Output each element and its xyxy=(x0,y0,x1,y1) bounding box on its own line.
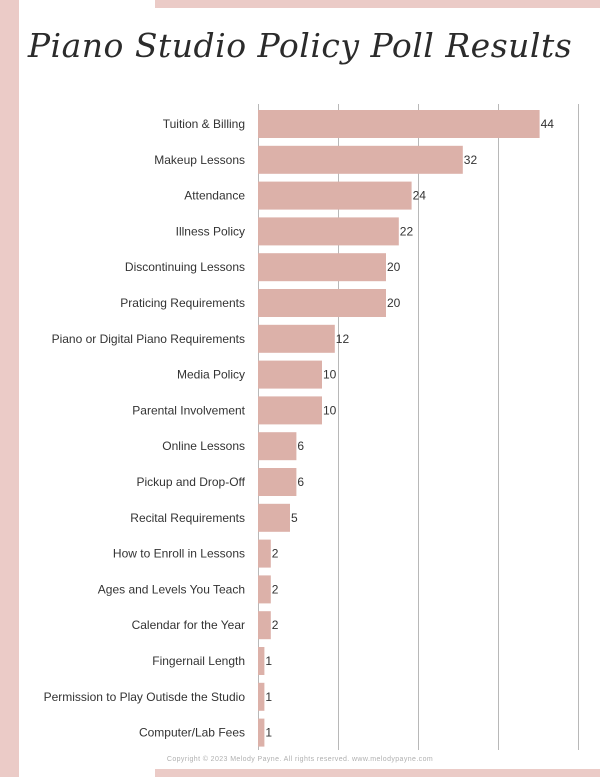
copyright-footer: Copyright © 2023 Melody Payne. All right… xyxy=(166,756,434,763)
bar-5 xyxy=(258,289,386,317)
category-label: How to Enroll in Lessons xyxy=(113,547,245,561)
category-label: Discontinuing Lessons xyxy=(125,260,245,274)
bar-14 xyxy=(258,611,271,640)
category-label: Makeup Lessons xyxy=(154,153,245,167)
bar-6 xyxy=(258,324,335,353)
bar-12 xyxy=(258,539,271,568)
value-label: 32 xyxy=(464,153,478,167)
bar-4 xyxy=(258,253,386,282)
category-label: Ages and Levels You Teach xyxy=(98,582,245,596)
value-label: 12 xyxy=(336,332,350,346)
category-label: Piano or Digital Piano Requirements xyxy=(52,332,245,346)
category-label: Calendar for the Year xyxy=(132,618,245,632)
page-title: Piano Studio Policy Poll Results xyxy=(27,26,573,65)
value-label: 24 xyxy=(413,189,427,203)
left-accent-bar xyxy=(0,0,19,777)
value-label: 10 xyxy=(323,368,337,382)
bar-0 xyxy=(258,110,540,138)
category-label: Online Lessons xyxy=(162,439,245,453)
bar-16 xyxy=(258,682,265,711)
value-label: 2 xyxy=(272,618,279,632)
category-label: Illness Policy xyxy=(176,224,245,238)
bottom-accent-bar xyxy=(155,769,600,777)
value-label: 44 xyxy=(541,117,555,131)
value-label: 2 xyxy=(272,547,279,561)
value-label: 20 xyxy=(387,296,401,310)
category-label: Media Policy xyxy=(177,368,245,382)
value-label: 20 xyxy=(387,260,401,274)
value-label: 6 xyxy=(297,439,304,453)
bar-9 xyxy=(258,432,297,461)
bar-3 xyxy=(258,217,399,246)
bar-15 xyxy=(258,647,265,675)
category-label: Tuition & Billing xyxy=(163,117,245,131)
category-label: Attendance xyxy=(184,189,245,203)
bar-7 xyxy=(258,360,322,389)
category-label: Recital Requirements xyxy=(130,511,245,525)
bar-10 xyxy=(258,468,297,496)
category-label: Fingernail Length xyxy=(152,654,245,668)
value-label: 22 xyxy=(400,224,414,238)
value-label: 5 xyxy=(291,511,298,525)
category-label: Parental Involvement xyxy=(132,403,245,417)
top-accent-bar xyxy=(155,0,600,8)
value-label: 1 xyxy=(265,654,272,668)
bar-8 xyxy=(258,396,322,425)
category-label: Pickup and Drop-Off xyxy=(137,475,246,489)
bar-17 xyxy=(258,718,265,747)
value-label: 10 xyxy=(323,403,337,417)
category-label: Computer/Lab Fees xyxy=(139,726,245,740)
category-label: Praticing Requirements xyxy=(120,296,245,310)
bar-2 xyxy=(258,181,412,210)
bar-11 xyxy=(258,503,290,532)
value-label: 1 xyxy=(265,690,272,704)
category-label: Permission to Play Outisde the Studio xyxy=(44,690,246,704)
bar-13 xyxy=(258,575,271,604)
bar-1 xyxy=(258,145,463,174)
value-label: 2 xyxy=(272,582,279,596)
value-label: 6 xyxy=(297,475,304,489)
value-label: 1 xyxy=(265,726,272,740)
